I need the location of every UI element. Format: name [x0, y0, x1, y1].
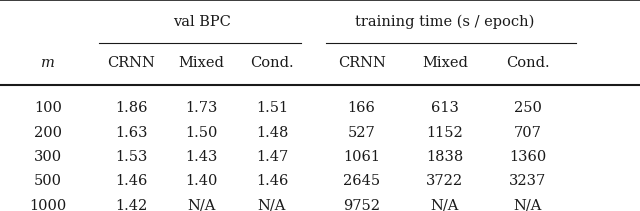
Text: 1.51: 1.51 [256, 101, 288, 115]
Text: 1.46: 1.46 [256, 174, 288, 188]
Text: 527: 527 [348, 126, 376, 140]
Text: 3237: 3237 [509, 174, 547, 188]
Text: 707: 707 [514, 126, 542, 140]
Text: 1.47: 1.47 [256, 150, 288, 164]
Text: 1.63: 1.63 [115, 126, 147, 140]
Text: 1.86: 1.86 [115, 101, 147, 115]
Text: 1.46: 1.46 [115, 174, 147, 188]
Text: 1360: 1360 [509, 150, 547, 164]
Text: Mixed: Mixed [179, 56, 225, 70]
Text: 1152: 1152 [426, 126, 463, 140]
Text: 200: 200 [34, 126, 62, 140]
Text: N/A: N/A [431, 199, 459, 211]
Text: 1.53: 1.53 [115, 150, 147, 164]
Text: 1.43: 1.43 [186, 150, 218, 164]
Text: 300: 300 [34, 150, 62, 164]
Text: 166: 166 [348, 101, 376, 115]
Text: 9752: 9752 [343, 199, 380, 211]
Text: CRNN: CRNN [108, 56, 155, 70]
Text: m: m [41, 56, 55, 70]
Text: N/A: N/A [258, 199, 286, 211]
Text: N/A: N/A [514, 199, 542, 211]
Text: 1.50: 1.50 [186, 126, 218, 140]
Text: 2645: 2645 [343, 174, 380, 188]
Text: N/A: N/A [188, 199, 216, 211]
Text: 1838: 1838 [426, 150, 463, 164]
Text: 613: 613 [431, 101, 459, 115]
Text: 1061: 1061 [343, 150, 380, 164]
Text: 3722: 3722 [426, 174, 463, 188]
Text: 1.40: 1.40 [186, 174, 218, 188]
Text: CRNN: CRNN [338, 56, 385, 70]
Text: Cond.: Cond. [250, 56, 294, 70]
Text: 500: 500 [34, 174, 62, 188]
Text: Mixed: Mixed [422, 56, 468, 70]
Text: 250: 250 [514, 101, 542, 115]
Text: 1000: 1000 [29, 199, 67, 211]
Text: 1.73: 1.73 [186, 101, 218, 115]
Text: training time (s / epoch): training time (s / epoch) [355, 15, 534, 29]
Text: 1.48: 1.48 [256, 126, 288, 140]
Text: val BPC: val BPC [173, 15, 230, 29]
Text: Cond.: Cond. [506, 56, 550, 70]
Text: 1.42: 1.42 [115, 199, 147, 211]
Text: 100: 100 [34, 101, 62, 115]
